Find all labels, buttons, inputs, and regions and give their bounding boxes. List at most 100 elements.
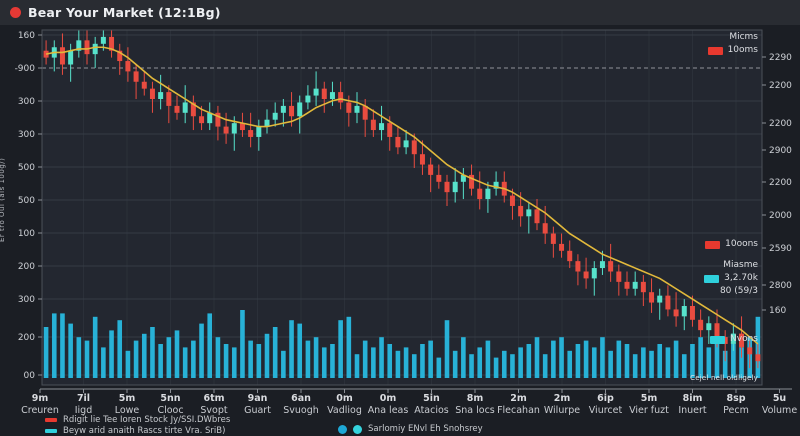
x-axis-name-label: Wilurpe (544, 405, 580, 416)
legend-item: 10oons (704, 238, 758, 251)
volume-bar (330, 344, 335, 378)
volume-bar (256, 344, 262, 378)
volume-bar (76, 337, 82, 378)
volume-bar (354, 354, 360, 378)
candle-body (207, 112, 213, 124)
candle-body (518, 205, 524, 217)
x-axis-name-label: Clooc (157, 405, 183, 416)
volume-bar (117, 320, 123, 378)
x-axis-name-label: Lowe (115, 405, 140, 416)
volume-bar (248, 340, 253, 378)
right-axis-tick-label: 2200 (769, 119, 792, 129)
volume-bar (264, 333, 270, 378)
candle-body (297, 102, 303, 117)
volume-bar (698, 337, 703, 378)
moving-average-line (45, 46, 759, 345)
x-axis-time-label: 5nn (160, 393, 180, 404)
x-axis-time-label: 8im (683, 393, 703, 404)
x-axis-name-label: Flecahan (497, 405, 540, 416)
candle-body (477, 188, 483, 200)
y-axis-tick-label: 200 (18, 333, 35, 343)
volume-bar (68, 323, 73, 378)
volume-bar (485, 340, 491, 378)
volume-bar (624, 344, 630, 378)
volume-bar (665, 347, 671, 378)
plot-legend-low: Nvons (710, 333, 758, 346)
footer-legend-red: Rdigit lie Tee Ioren Stock Jy/SSI.DWbres (45, 415, 230, 425)
y-axis-tick-label: -900 (15, 64, 36, 74)
legend-item: Nvons (710, 333, 758, 346)
x-axis-time-label: 5m (119, 393, 136, 404)
candle-body (76, 40, 82, 51)
candle-body (190, 102, 196, 117)
candle-body (673, 309, 679, 317)
volume-bar (305, 340, 311, 378)
volume-bar (51, 313, 57, 378)
candle-body (59, 47, 65, 65)
candle-body (730, 333, 736, 344)
red-swatch-icon (707, 46, 723, 55)
candle-body (100, 36, 106, 44)
candle-body (526, 209, 532, 217)
right-axis-tick-label: 2590 (769, 244, 792, 254)
candle-body (387, 123, 393, 137)
x-axis-time-label: 9m (32, 393, 49, 404)
candle-body (92, 43, 98, 55)
x-axis-name-label: Sna locs (455, 405, 495, 416)
x-axis-name-label: Svuogh (283, 405, 319, 416)
candle-body (329, 92, 335, 99)
candle-body (428, 164, 434, 175)
x-axis-time-label: 6ip (597, 393, 614, 404)
volume-bar (338, 320, 343, 378)
candle-body (338, 92, 344, 103)
candle-body (215, 112, 221, 127)
candle-body (379, 123, 385, 131)
volume-bar (722, 350, 728, 378)
footer-legend-right: Sarlomiy ENvl Eh Snohsrey (338, 424, 483, 434)
y-axis-tick-label: 160 (18, 31, 35, 41)
candle-body (289, 105, 295, 117)
volume-bar (649, 350, 654, 378)
x-axis-time-label: 2m (510, 393, 527, 404)
volume-bar (387, 344, 393, 378)
x-axis-name-label: Inuert (678, 405, 707, 416)
candle-body (567, 250, 573, 262)
candle-body (681, 306, 687, 317)
candle-body (624, 281, 630, 289)
volume-bar (673, 340, 679, 378)
right-axis-tick-label: 2000 (769, 211, 792, 221)
y-axis-tick-label: 300 (18, 97, 35, 107)
volume-bar (444, 320, 450, 378)
candle-body (640, 281, 646, 293)
volume-bar (510, 354, 515, 378)
candle-body (403, 140, 409, 148)
volume-bar (321, 347, 327, 378)
volume-bar (223, 344, 229, 378)
legend-item-label: Nvons (730, 334, 758, 344)
candle-body (452, 181, 458, 193)
y-axis-tick-label: 500 (18, 196, 35, 206)
candle-body (199, 116, 205, 124)
candle-body (109, 36, 115, 51)
volume-bar (518, 347, 523, 378)
volume-bar (141, 333, 147, 378)
candle-body (272, 112, 278, 120)
x-axis-name-label: Atacios (414, 405, 449, 416)
x-axis-time-label: 5in (423, 393, 440, 404)
candle-body (395, 136, 401, 148)
volume-bar (731, 344, 736, 378)
volume-bar (591, 347, 597, 378)
footer-legend-label: Beyw arid anaith Rascs tirte Vra. SriB) (63, 426, 226, 436)
candle-body (419, 154, 425, 165)
volume-bar (101, 347, 106, 378)
volume-bar (714, 340, 720, 378)
legend-mid-note: 80 (59/3 (719, 286, 758, 296)
candle-body (117, 50, 123, 62)
volume-bar (608, 350, 613, 378)
footer-legend-label: Sarlomiy ENvl Eh Snohsrey (368, 424, 483, 434)
x-axis-time-label: 7il (77, 393, 90, 404)
cyan-swatch-icon (710, 335, 726, 344)
volume-bar (420, 344, 425, 378)
volume-bar (371, 347, 376, 378)
